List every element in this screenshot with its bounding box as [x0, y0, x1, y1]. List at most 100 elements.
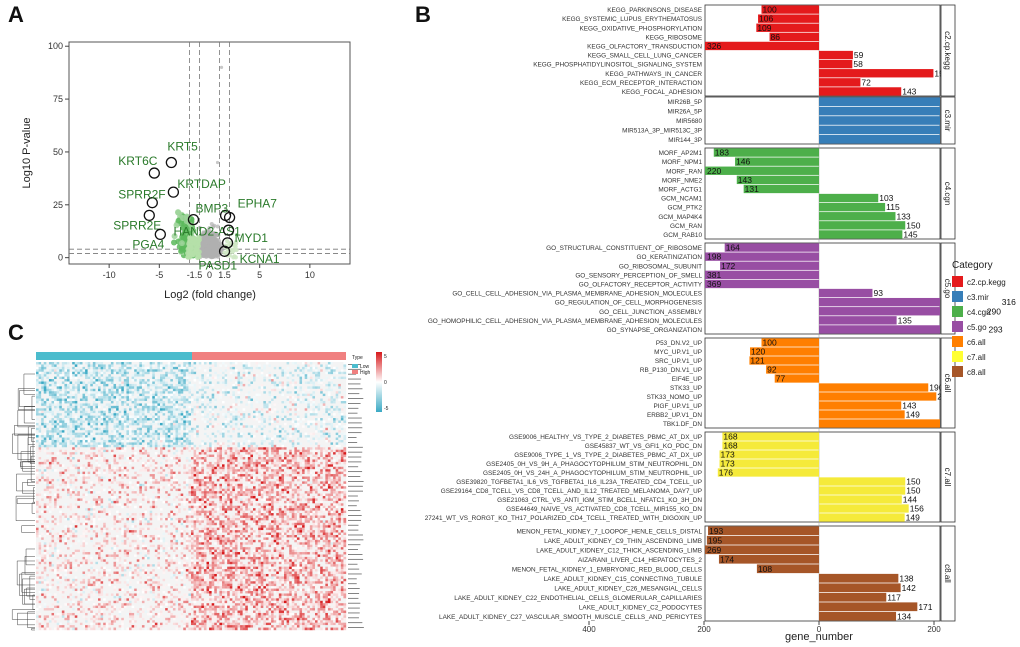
- heatmap-cell: [36, 418, 39, 421]
- heatmap-cell: [108, 435, 112, 438]
- heatmap-cell: [335, 410, 339, 414]
- heatmap-cell: [116, 396, 119, 399]
- heatmap-cell: [335, 371, 339, 375]
- heatmap-cell: [56, 383, 60, 387]
- heatmap-cell: [196, 396, 199, 399]
- heatmap-cell: [335, 388, 339, 392]
- heatmap-cell: [160, 422, 163, 426]
- heatmap-cell: [271, 374, 274, 377]
- heatmap-cell: [255, 379, 259, 382]
- volcano-point-ns: [206, 230, 211, 235]
- heatmap-cell: [296, 408, 300, 411]
- heatmap-cell: [188, 405, 192, 409]
- heatmap-cell: [338, 425, 342, 428]
- heatmap-cell: [209, 381, 212, 385]
- heatmap-cell: [291, 405, 295, 409]
- heatmap-cell: [286, 379, 290, 382]
- heatmap-cell: [144, 366, 148, 370]
- heatmap-cell: [335, 415, 339, 419]
- heatmap-cell: [110, 398, 114, 402]
- heatmap-cell: [253, 410, 256, 414]
- heatmap-cell: [183, 362, 187, 365]
- heatmap-cell: [129, 420, 132, 424]
- heatmap-cell: [232, 400, 236, 404]
- heatmap-cell: [273, 371, 277, 375]
- heatmap-cell: [240, 415, 243, 419]
- heatmap-cell: [281, 396, 285, 399]
- heatmap-cell: [103, 400, 106, 404]
- heatmap-cell: [302, 405, 305, 409]
- heatmap-cell: [103, 396, 106, 399]
- heatmap-cell: [330, 415, 334, 419]
- heatmap-cell: [141, 364, 145, 368]
- heatmap-cell: [271, 383, 274, 387]
- heatmap-cell: [67, 386, 70, 389]
- heatmap-cell: [340, 408, 344, 411]
- heatmap-cell: [325, 405, 329, 409]
- heatmap-cell: [134, 432, 137, 436]
- heatmap-cell: [175, 435, 179, 438]
- heatmap-cell: [315, 364, 318, 368]
- heatmap-cell: [330, 427, 334, 431]
- heatmap-cell: [74, 439, 78, 443]
- heatmap-cell: [172, 400, 176, 404]
- heatmap-cell: [85, 403, 88, 407]
- heatmap-cell: [307, 432, 311, 436]
- heatmap-cell: [121, 369, 125, 372]
- heatmap-cell: [271, 437, 274, 441]
- heatmap-cell: [229, 376, 233, 380]
- heatmap-cell: [284, 413, 287, 416]
- heatmap-cell: [191, 388, 194, 392]
- heatmap-cell: [144, 393, 148, 397]
- heatmap-cell: [234, 432, 238, 436]
- heatmap-cell: [227, 408, 230, 411]
- heatmap-cell: [131, 408, 135, 411]
- heatmap-cell: [56, 381, 60, 385]
- heatmap-cell: [56, 432, 60, 436]
- heatmap-cell: [206, 362, 210, 365]
- heatmap-cell: [43, 383, 47, 387]
- heatmap-cell: [36, 420, 39, 424]
- heatmap-cell: [110, 405, 114, 409]
- heatmap-cell: [299, 371, 303, 375]
- heatmap-cell: [90, 420, 94, 424]
- heatmap-cell: [242, 430, 246, 433]
- heatmap-cell: [51, 374, 55, 377]
- heatmap-cell: [203, 415, 207, 419]
- heatmap-cell: [294, 364, 298, 368]
- heatmap-cell: [87, 422, 91, 426]
- heatmap-cell: [240, 396, 243, 399]
- heatmap-cell: [147, 408, 150, 411]
- heatmap-cell: [136, 364, 140, 368]
- heatmap-cell: [232, 379, 236, 382]
- heatmap-cell: [134, 422, 137, 426]
- heatmap-cell: [203, 386, 207, 389]
- heatmap-cell: [129, 398, 132, 402]
- heatmap-cell: [211, 415, 215, 419]
- heatmap-cell: [85, 391, 88, 394]
- heatmap-cell: [152, 430, 156, 433]
- heatmap-cell: [276, 405, 280, 409]
- heatmap-cell: [191, 425, 194, 428]
- heatmap-cell: [299, 398, 303, 402]
- heatmap-cell: [299, 362, 303, 365]
- heatmap-cell: [325, 418, 329, 421]
- volcano-point-ns: [211, 239, 216, 244]
- heatmap-cell: [149, 379, 153, 382]
- heatmap-cell: [296, 405, 300, 409]
- heatmap-cell: [268, 364, 272, 368]
- heatmap-cell: [154, 413, 158, 416]
- heatmap-cell: [108, 425, 112, 428]
- volcano-plot: KRT6CKRT5KRTDAPSPRR2FSPRR2EPGA4HAND2-AS1…: [21, 41, 351, 301]
- heatmap-cell: [227, 366, 230, 370]
- heatmap-cell: [92, 437, 96, 441]
- heatmap-cell: [108, 415, 112, 419]
- heatmap-cell: [253, 437, 256, 441]
- heatmap-cell: [307, 422, 311, 426]
- heatmap-cell: [108, 379, 112, 382]
- heatmap-cell: [139, 403, 143, 407]
- heatmap-cell: [149, 400, 153, 404]
- heatmap-cell: [307, 427, 311, 431]
- heatmap-cell: [36, 376, 39, 380]
- heatmap-cell: [118, 400, 122, 404]
